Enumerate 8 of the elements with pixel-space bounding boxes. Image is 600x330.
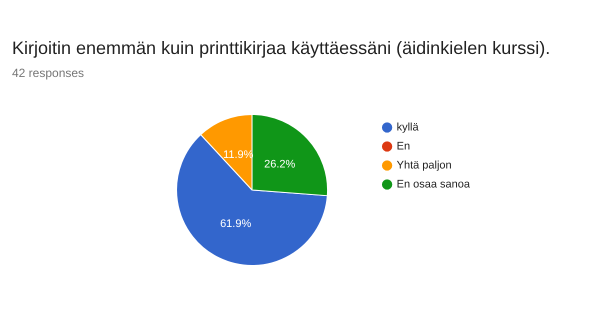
legend-label: En osaa sanoa — [396, 178, 471, 191]
legend-label: kyllä — [396, 122, 420, 134]
chart-title: Kirjoitin enemmän kuin printtikirjaa käyttäessäni (äidinkielen kurssi). — [12, 38, 550, 59]
data-label: 26.2% — [264, 158, 296, 170]
data-label: 61.9% — [220, 218, 252, 230]
legend-label: Yhtä paljon — [396, 160, 452, 172]
text: 42 responses — [12, 66, 84, 80]
legend-label: En — [396, 140, 410, 153]
